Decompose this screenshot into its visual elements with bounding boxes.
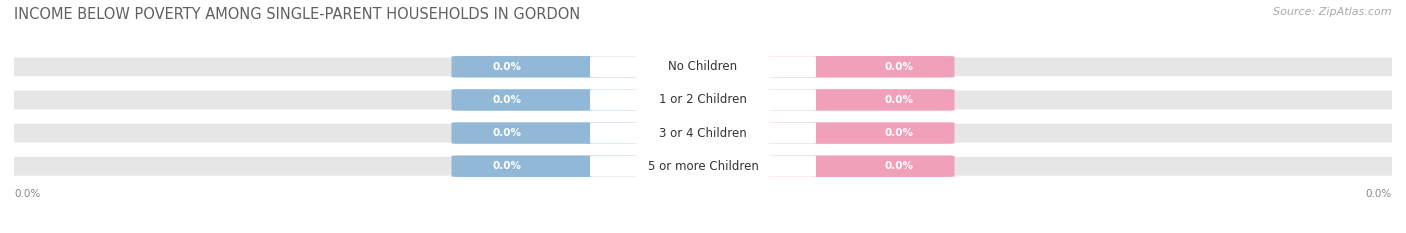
Text: 0.0%: 0.0% [492,95,522,105]
Text: 0.0%: 0.0% [492,161,522,171]
Text: 0.0%: 0.0% [884,128,914,138]
Text: 0.0%: 0.0% [14,189,41,199]
Text: 0.0%: 0.0% [884,161,914,171]
FancyBboxPatch shape [451,89,637,111]
FancyBboxPatch shape [769,89,955,111]
FancyBboxPatch shape [591,56,815,77]
FancyBboxPatch shape [451,155,637,177]
FancyBboxPatch shape [451,122,637,144]
FancyBboxPatch shape [591,89,815,110]
Text: Source: ZipAtlas.com: Source: ZipAtlas.com [1274,7,1392,17]
FancyBboxPatch shape [4,56,1402,78]
Text: No Children: No Children [668,60,738,73]
FancyBboxPatch shape [4,89,1402,111]
FancyBboxPatch shape [4,122,1402,144]
Text: 0.0%: 0.0% [884,95,914,105]
FancyBboxPatch shape [769,155,955,177]
Text: 1 or 2 Children: 1 or 2 Children [659,93,747,106]
FancyBboxPatch shape [591,123,815,144]
FancyBboxPatch shape [4,155,1402,177]
Text: 0.0%: 0.0% [884,62,914,72]
Text: 3 or 4 Children: 3 or 4 Children [659,127,747,140]
Text: 0.0%: 0.0% [492,62,522,72]
FancyBboxPatch shape [769,56,955,78]
FancyBboxPatch shape [591,156,815,177]
Text: INCOME BELOW POVERTY AMONG SINGLE-PARENT HOUSEHOLDS IN GORDON: INCOME BELOW POVERTY AMONG SINGLE-PARENT… [14,7,581,22]
FancyBboxPatch shape [769,122,955,144]
Text: 0.0%: 0.0% [1365,189,1392,199]
FancyBboxPatch shape [451,56,637,78]
Text: 0.0%: 0.0% [492,128,522,138]
Text: 5 or more Children: 5 or more Children [648,160,758,173]
